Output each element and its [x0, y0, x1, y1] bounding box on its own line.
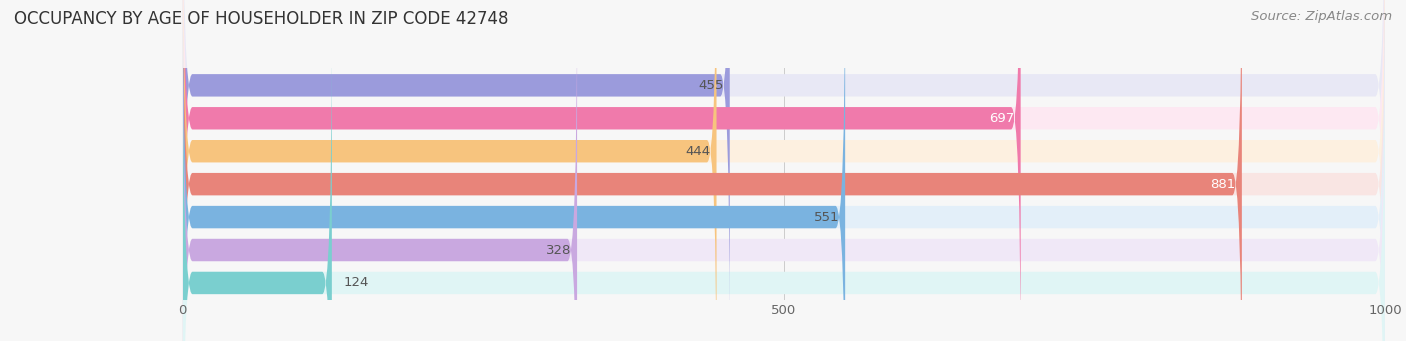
Text: 444: 444	[685, 145, 710, 158]
FancyBboxPatch shape	[183, 0, 1385, 341]
Text: 455: 455	[699, 79, 724, 92]
FancyBboxPatch shape	[183, 0, 730, 338]
Text: 881: 881	[1211, 178, 1236, 191]
FancyBboxPatch shape	[183, 0, 1385, 341]
FancyBboxPatch shape	[183, 0, 1385, 341]
FancyBboxPatch shape	[183, 0, 1021, 341]
FancyBboxPatch shape	[183, 0, 1385, 338]
Text: 124: 124	[344, 277, 370, 290]
FancyBboxPatch shape	[183, 0, 845, 341]
FancyBboxPatch shape	[183, 31, 1385, 341]
FancyBboxPatch shape	[183, 0, 717, 341]
Text: 328: 328	[546, 243, 571, 256]
FancyBboxPatch shape	[183, 0, 1385, 341]
FancyBboxPatch shape	[183, 31, 332, 341]
Text: 551: 551	[814, 211, 839, 224]
Text: 697: 697	[990, 112, 1015, 125]
FancyBboxPatch shape	[183, 0, 1241, 341]
FancyBboxPatch shape	[183, 0, 1385, 341]
Text: Source: ZipAtlas.com: Source: ZipAtlas.com	[1251, 10, 1392, 23]
Text: OCCUPANCY BY AGE OF HOUSEHOLDER IN ZIP CODE 42748: OCCUPANCY BY AGE OF HOUSEHOLDER IN ZIP C…	[14, 10, 509, 28]
FancyBboxPatch shape	[183, 0, 576, 341]
